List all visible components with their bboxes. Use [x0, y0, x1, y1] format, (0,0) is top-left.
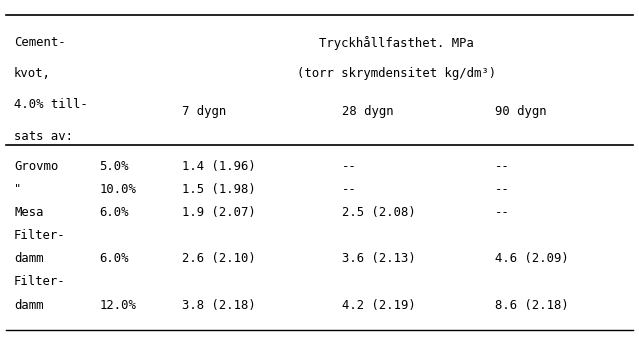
- Text: --: --: [495, 183, 510, 196]
- Text: 90 dygn: 90 dygn: [495, 105, 547, 118]
- Text: kvot,: kvot,: [14, 67, 51, 80]
- Text: 2.6 (2.10): 2.6 (2.10): [182, 252, 256, 265]
- Text: damm: damm: [14, 299, 43, 311]
- Text: Filter-: Filter-: [14, 229, 66, 242]
- Text: Grovmo: Grovmo: [14, 160, 58, 173]
- Text: 12.0%: 12.0%: [99, 299, 136, 311]
- Text: sats av:: sats av:: [14, 130, 73, 142]
- Text: 5.0%: 5.0%: [99, 160, 128, 173]
- Text: 10.0%: 10.0%: [99, 183, 136, 196]
- Text: Mesa: Mesa: [14, 206, 43, 219]
- Text: 3.6 (2.13): 3.6 (2.13): [342, 252, 415, 265]
- Text: 1.9 (2.07): 1.9 (2.07): [182, 206, 256, 219]
- Text: 6.0%: 6.0%: [99, 252, 128, 265]
- Text: 3.8 (2.18): 3.8 (2.18): [182, 299, 256, 311]
- Text: 1.5 (1.98): 1.5 (1.98): [182, 183, 256, 196]
- Text: ": ": [14, 183, 22, 196]
- Text: 4.6 (2.09): 4.6 (2.09): [495, 252, 569, 265]
- Text: 4.0% till-: 4.0% till-: [14, 98, 88, 111]
- Text: (torr skrymdensitet kg/dm³): (torr skrymdensitet kg/dm³): [296, 67, 496, 80]
- Text: Cement-: Cement-: [14, 36, 66, 49]
- Text: 8.6 (2.18): 8.6 (2.18): [495, 299, 569, 311]
- Text: --: --: [495, 206, 510, 219]
- Text: --: --: [495, 160, 510, 173]
- Text: Filter-: Filter-: [14, 275, 66, 288]
- Text: Tryckhållfasthet. MPa: Tryckhållfasthet. MPa: [319, 36, 473, 50]
- Text: 6.0%: 6.0%: [99, 206, 128, 219]
- Text: --: --: [342, 183, 357, 196]
- Text: 7 dygn: 7 dygn: [182, 105, 226, 118]
- Text: 28 dygn: 28 dygn: [342, 105, 394, 118]
- Text: 2.5 (2.08): 2.5 (2.08): [342, 206, 415, 219]
- Text: damm: damm: [14, 252, 43, 265]
- Text: 1.4 (1.96): 1.4 (1.96): [182, 160, 256, 173]
- Text: --: --: [342, 160, 357, 173]
- Text: 4.2 (2.19): 4.2 (2.19): [342, 299, 415, 311]
